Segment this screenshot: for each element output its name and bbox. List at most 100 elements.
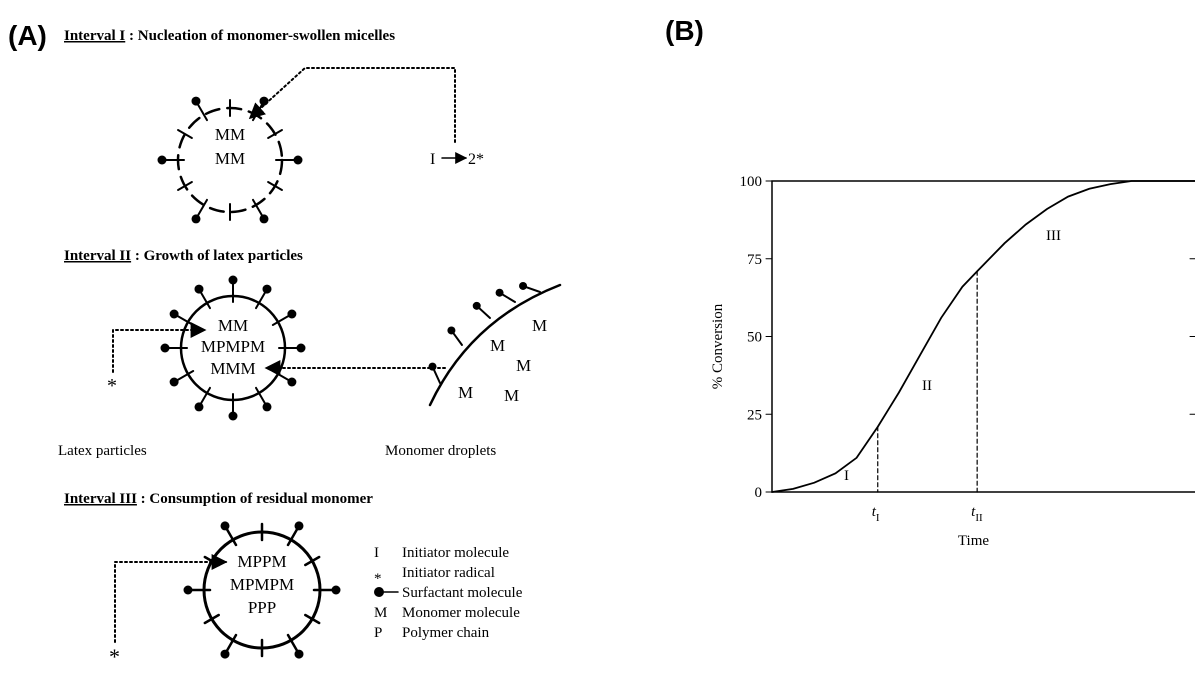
radical: * [107, 375, 117, 397]
curve [771, 180, 1195, 493]
core-text: MM [215, 125, 245, 144]
arrow [112, 322, 207, 373]
surfactant-head [228, 275, 238, 285]
surfactant-head [183, 585, 193, 595]
axes [771, 180, 1195, 493]
marker-t: t [971, 504, 976, 520]
droplet-surface [428, 283, 562, 407]
surfactant [267, 129, 283, 139]
surfactant-tail [451, 331, 463, 346]
marker-sub: I [876, 512, 880, 524]
surfactant [267, 181, 283, 191]
surfactant-head [191, 96, 201, 106]
surfactant-head [447, 326, 456, 335]
surfactant-head [472, 301, 481, 310]
arrow [114, 554, 228, 643]
surfactant-head [259, 214, 269, 224]
surfactant-head [331, 585, 341, 595]
caption: Monomer droplets [385, 443, 496, 459]
legend-dot [374, 587, 384, 597]
reaction-right: 2* [468, 151, 484, 168]
legend-symbol: * [374, 571, 382, 587]
radical: * [109, 644, 120, 669]
surfactant [203, 613, 220, 625]
region-label: II [922, 378, 932, 394]
y-tick-label: 25 [747, 407, 762, 423]
core-text: PPP [248, 598, 276, 617]
surfactant-head [293, 155, 303, 165]
surfactant-head [259, 96, 269, 106]
interval-title: Interval III : Consumption of residual m… [64, 491, 373, 507]
surfactant-head [428, 362, 437, 371]
title: : Consumption of residual monomer [137, 491, 373, 507]
surfactant-head [191, 214, 201, 224]
surfactant-tail [477, 306, 491, 319]
surfactant-tail [196, 198, 208, 219]
surfactant-head [519, 281, 528, 290]
core-text: MPPM [237, 552, 286, 571]
surfactant-tail [196, 101, 208, 122]
legend-symbol: M [374, 605, 387, 621]
surfactant-tail [174, 314, 195, 326]
region-label: I [844, 468, 849, 484]
heading: Interval II [64, 248, 131, 264]
legend-text: Monomer molecule [402, 605, 520, 621]
core-text: MPMPM [201, 337, 265, 356]
legend-text: Initiator radical [402, 565, 495, 581]
surfactant [177, 181, 193, 191]
core-text: MM [218, 316, 248, 335]
surfactant-tail [252, 198, 264, 219]
legend: I Initiator molecule * Initiator radical Sur… [374, 545, 523, 641]
panel-label: (A) [8, 20, 47, 51]
surfactant-tail [199, 386, 211, 407]
surfactant-tail [255, 289, 267, 310]
surfactant-tail [252, 101, 264, 122]
surfactant-head [495, 288, 504, 297]
heading: Interval III [64, 491, 137, 507]
surfactant-tail [523, 285, 541, 293]
caption: Latex particles [58, 443, 147, 459]
core-text: MPMPM [230, 575, 294, 594]
legend-symbol: I [374, 545, 379, 561]
x-axis-label: Time [958, 533, 989, 549]
surfactant-head [294, 649, 304, 659]
surfactant-head [220, 649, 230, 659]
surfactant-tail [174, 370, 195, 382]
y-tick-label: 50 [747, 330, 762, 346]
legend-text: Surfactant molecule [402, 585, 523, 601]
monomer: M [490, 336, 505, 355]
surfactant-head [220, 521, 230, 531]
legend-text: Initiator molecule [402, 545, 509, 561]
y-tick-label: 100 [740, 174, 763, 190]
surfactant-head [287, 377, 297, 387]
surfactant-tail [500, 292, 516, 303]
monomer: M [504, 386, 519, 405]
title: : Nucleation of monomer-swollen micelles [125, 28, 395, 44]
title: : Growth of latex particles [131, 248, 303, 264]
interval-title: Interval I : Nucleation of monomer-swoll… [64, 28, 395, 44]
surfactant-head [169, 377, 179, 387]
panel-label: (B) [665, 15, 704, 46]
marker-t: t [872, 504, 877, 520]
y-axis-label: % Conversion [710, 303, 726, 389]
surfactant-head [157, 155, 167, 165]
y-tick-label: 0 [755, 485, 763, 501]
y-tick-label: 75 [747, 252, 762, 268]
surfactant-head [169, 309, 179, 319]
region-label: III [1046, 228, 1061, 244]
marker-label: tII [971, 504, 983, 524]
interval-title: Interval II : Growth of latex particles [64, 248, 303, 264]
monomer: M [458, 383, 473, 402]
legend-symbol: P [374, 625, 382, 641]
reaction: I [430, 151, 435, 168]
surfactant-tail [255, 386, 267, 407]
heading: Interval I [64, 28, 125, 44]
surfactant-tail [286, 526, 300, 547]
surfactant-head [296, 343, 306, 353]
surfactant-head [194, 284, 204, 294]
surfactant-tail [199, 289, 211, 310]
arrow [248, 67, 456, 143]
surfactant [304, 555, 321, 567]
